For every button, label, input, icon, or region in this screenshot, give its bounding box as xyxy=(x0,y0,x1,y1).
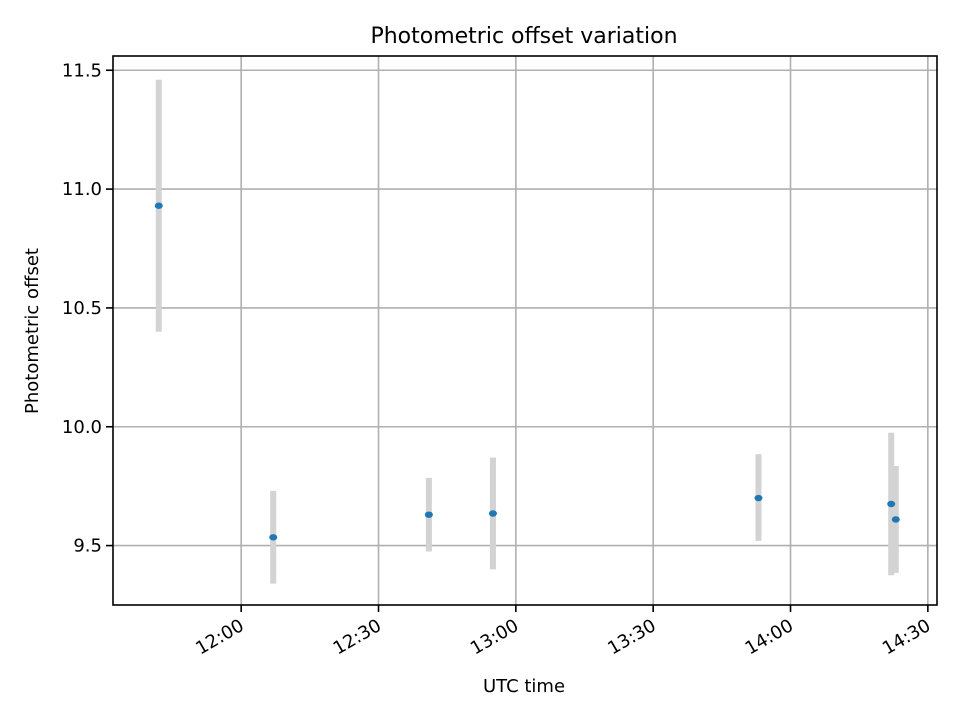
data-point xyxy=(154,202,163,209)
y-axis: 9.5 10.0 10.5 11.0 11.5 xyxy=(62,60,113,557)
y-tick-label: 11.5 xyxy=(62,60,102,81)
x-tick-label: 12:30 xyxy=(330,615,385,659)
y-tick-label: 10.5 xyxy=(62,298,102,319)
x-axis-title: UTC time xyxy=(483,676,565,697)
grid xyxy=(113,56,937,605)
x-tick-label: 14:00 xyxy=(742,615,797,659)
error-bars xyxy=(155,79,899,584)
y-tick-label: 10.0 xyxy=(62,417,102,438)
x-tick-label: 13:00 xyxy=(467,615,522,659)
y-tick-label: 9.5 xyxy=(73,536,102,557)
x-tick-label: 12:00 xyxy=(192,615,247,659)
data-point xyxy=(488,510,497,517)
y-axis-title: Photometric offset xyxy=(22,248,43,414)
data-point xyxy=(424,511,433,518)
y-tick-label: 11.0 xyxy=(62,179,102,200)
plot-frame xyxy=(112,55,938,606)
data-point xyxy=(887,500,896,508)
data-point xyxy=(891,516,900,523)
data-point xyxy=(269,534,278,541)
chart-title: Photometric offset variation xyxy=(370,24,677,49)
x-tick-label: 14:30 xyxy=(879,615,934,659)
data-point xyxy=(754,494,763,502)
data-points xyxy=(154,202,900,541)
x-axis: 12:00 12:30 13:00 13:30 14:00 14:30 xyxy=(192,605,934,659)
x-tick-label: 13:30 xyxy=(604,615,659,659)
